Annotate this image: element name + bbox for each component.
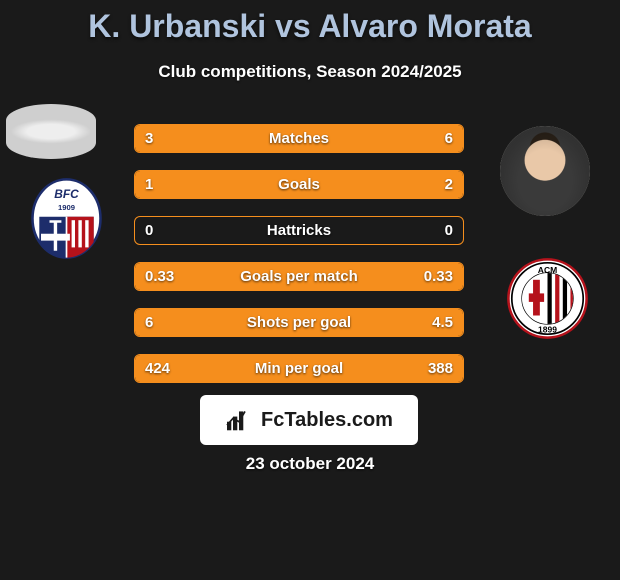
player-left-avatar bbox=[6, 104, 96, 159]
stat-right-value: 0.33 bbox=[424, 268, 453, 285]
page-title: K. Urbanski vs Alvaro Morata bbox=[0, 8, 620, 45]
stat-row: 1 Goals 2 bbox=[134, 170, 464, 199]
stat-row: 6 Shots per goal 4.5 bbox=[134, 308, 464, 337]
svg-text:1909: 1909 bbox=[58, 203, 75, 212]
page-subtitle: Club competitions, Season 2024/2025 bbox=[0, 62, 620, 82]
stat-label: Matches bbox=[135, 130, 463, 147]
branding-text: FcTables.com bbox=[261, 409, 393, 432]
branding-badge: FcTables.com bbox=[200, 395, 418, 445]
club-badge-right: ACM 1899 bbox=[505, 256, 590, 341]
date-text: 23 october 2024 bbox=[0, 454, 620, 474]
stat-label: Shots per goal bbox=[135, 314, 463, 331]
stat-right-value: 6 bbox=[445, 130, 453, 147]
stat-label: Hattricks bbox=[135, 222, 463, 239]
player-right-avatar bbox=[500, 126, 590, 216]
stats-container: 3 Matches 6 1 Goals 2 0 Hattricks 0 0.33… bbox=[134, 124, 464, 383]
stat-right-value: 0 bbox=[445, 222, 453, 239]
stat-label: Goals bbox=[135, 176, 463, 193]
stat-label: Min per goal bbox=[135, 360, 463, 377]
stat-right-value: 2 bbox=[445, 176, 453, 193]
svg-text:1899: 1899 bbox=[538, 325, 557, 335]
stat-row: 3 Matches 6 bbox=[134, 124, 464, 153]
svg-text:BFC: BFC bbox=[54, 187, 79, 201]
stat-row: 0 Hattricks 0 bbox=[134, 216, 464, 245]
stat-right-value: 4.5 bbox=[432, 314, 453, 331]
club-badge-left: BFC 1909 bbox=[24, 176, 109, 261]
stat-row: 424 Min per goal 388 bbox=[134, 354, 464, 383]
branding-logo-icon bbox=[225, 408, 253, 432]
stat-label: Goals per match bbox=[135, 268, 463, 285]
stat-row: 0.33 Goals per match 0.33 bbox=[134, 262, 464, 291]
stat-right-value: 388 bbox=[428, 360, 453, 377]
